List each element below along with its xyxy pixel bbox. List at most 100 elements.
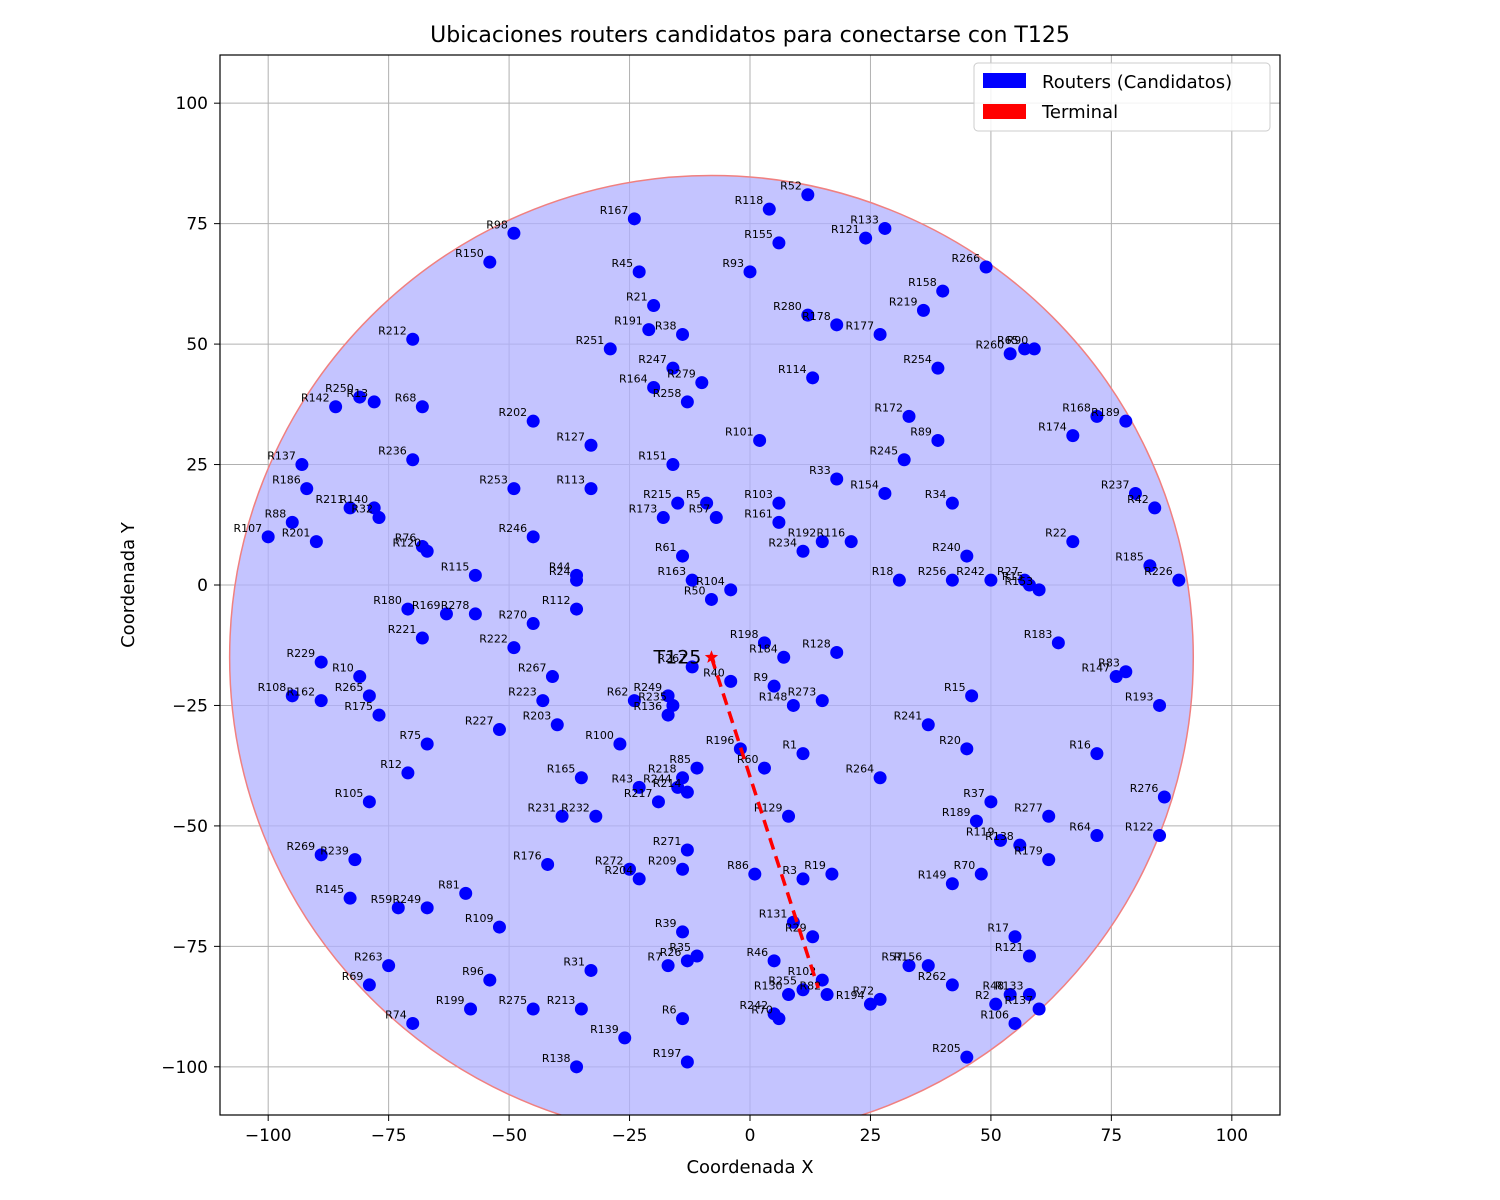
router-label: R109 [465, 912, 494, 925]
router-label: R180 [373, 594, 402, 607]
router-label: R279 [667, 368, 696, 381]
router-label: R203 [523, 710, 552, 723]
router-label: R81 [438, 878, 460, 891]
router-point [757, 636, 771, 650]
router-point [945, 573, 959, 587]
router-label: R275 [499, 994, 528, 1007]
router-point [545, 670, 559, 684]
router-point [285, 515, 299, 529]
router-label: R106 [980, 1008, 1009, 1021]
y-tick-label: 75 [186, 215, 208, 235]
router-label: R172 [874, 401, 903, 414]
router-point [666, 698, 680, 712]
router-point [656, 511, 670, 525]
router-label: R70 [751, 1004, 773, 1017]
router-label: R199 [436, 994, 465, 1007]
router-label: R277 [1014, 801, 1043, 814]
router-point [685, 573, 699, 587]
router-label: R197 [653, 1047, 682, 1060]
x-tick-label: 25 [860, 1126, 882, 1146]
router-point [401, 602, 415, 616]
router-point [815, 973, 829, 987]
router-point [570, 1060, 584, 1074]
router-label: R242 [956, 565, 985, 578]
router-point [526, 530, 540, 544]
router-point [680, 1055, 694, 1069]
router-point [873, 327, 887, 341]
router-point [314, 848, 328, 862]
x-tick-label: −25 [612, 1126, 648, 1146]
router-point [965, 689, 979, 703]
router-label: R139 [590, 1023, 619, 1036]
router-point [921, 718, 935, 732]
router-point [931, 433, 945, 447]
router-point [459, 886, 473, 900]
router-label: R42 [1127, 493, 1149, 506]
connection-line [709, 656, 820, 989]
router-point [343, 891, 357, 905]
router-point [623, 862, 637, 876]
router-label: R21 [626, 291, 648, 304]
router-label: R31 [563, 955, 585, 968]
terminal-label: T125 [653, 646, 702, 668]
router-point [772, 496, 786, 510]
x-tick-label: 100 [1216, 1126, 1248, 1146]
router-point [507, 226, 521, 240]
router-label: R65 [997, 334, 1019, 347]
router-label: R72 [852, 984, 874, 997]
router-label: R29 [785, 922, 807, 935]
router-label: R130 [754, 980, 783, 993]
router-point [748, 867, 762, 881]
router-label: R221 [388, 623, 417, 636]
router-point [372, 511, 386, 525]
router-point [806, 930, 820, 944]
router-label: R46 [746, 946, 768, 959]
router-point [897, 453, 911, 467]
router-point [367, 395, 381, 409]
router-point [1066, 429, 1080, 443]
router-label: R232 [561, 801, 590, 814]
router-point [945, 978, 959, 992]
router-point [651, 795, 665, 809]
router-point [801, 188, 815, 202]
router-label: R211 [315, 493, 344, 506]
router-point [661, 959, 675, 973]
router-label: R151 [638, 450, 667, 463]
router-label: R37 [963, 787, 985, 800]
router-label: R154 [850, 478, 879, 491]
router-label: R245 [870, 445, 899, 458]
router-point [589, 809, 603, 823]
router-point [406, 453, 420, 467]
router-point [680, 785, 694, 799]
router-point [492, 723, 506, 737]
router-label: R136 [633, 700, 662, 713]
router-point [979, 260, 993, 274]
router-label: R114 [778, 363, 807, 376]
router-label: R260 [976, 339, 1005, 352]
router-label: R112 [542, 594, 571, 607]
router-point [613, 737, 627, 751]
x-tick-label: 50 [980, 1126, 1002, 1146]
router-label: R7 [647, 951, 662, 964]
router-label: R218 [648, 763, 677, 776]
router-label: R235 [638, 690, 667, 703]
router-label: R149 [918, 869, 947, 882]
router-point [931, 361, 945, 375]
router-label: R186 [272, 474, 301, 487]
router-label: R246 [499, 522, 528, 535]
router-label: R115 [441, 560, 470, 573]
router-point [936, 284, 950, 298]
legend-box [973, 62, 1271, 132]
router-label: R137 [1004, 994, 1033, 1007]
router-label: R191 [614, 315, 643, 328]
router-label: R273 [788, 686, 817, 699]
router-point [1119, 665, 1133, 679]
router-point [902, 959, 916, 973]
router-point [960, 742, 974, 756]
router-point [464, 1002, 478, 1016]
router-point [671, 496, 685, 510]
router-label: R137 [267, 450, 296, 463]
router-label: R175 [344, 700, 373, 713]
router-point [878, 221, 892, 235]
router-label: R270 [499, 609, 528, 622]
